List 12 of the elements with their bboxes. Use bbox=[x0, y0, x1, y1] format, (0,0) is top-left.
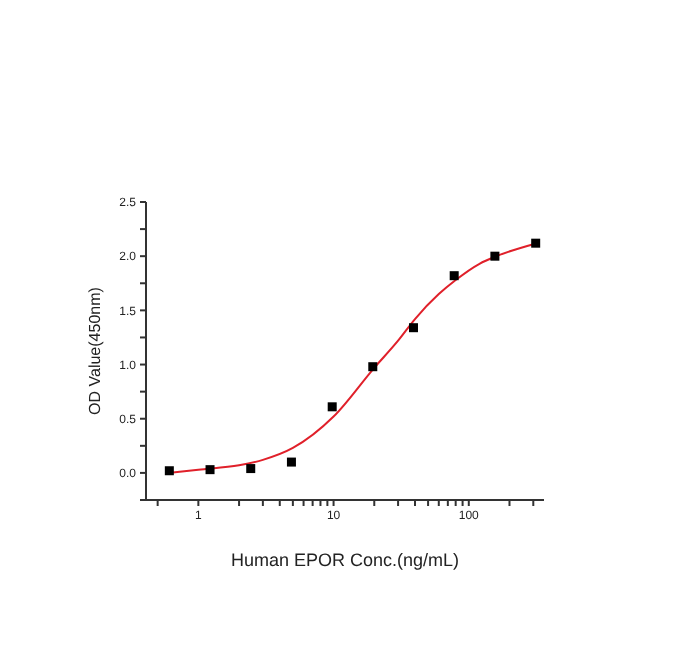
point bbox=[205, 465, 215, 475]
point bbox=[164, 466, 174, 476]
x-axis-title: Human EPOR Conc.(ng/mL) bbox=[230, 550, 460, 570]
point bbox=[408, 323, 418, 333]
point bbox=[368, 362, 378, 372]
point bbox=[531, 238, 541, 248]
point bbox=[286, 457, 296, 467]
point bbox=[327, 402, 337, 412]
point bbox=[490, 251, 500, 261]
point bbox=[449, 271, 459, 281]
y-axis-title: OD Value(450nm) bbox=[85, 286, 104, 415]
point bbox=[246, 464, 256, 474]
